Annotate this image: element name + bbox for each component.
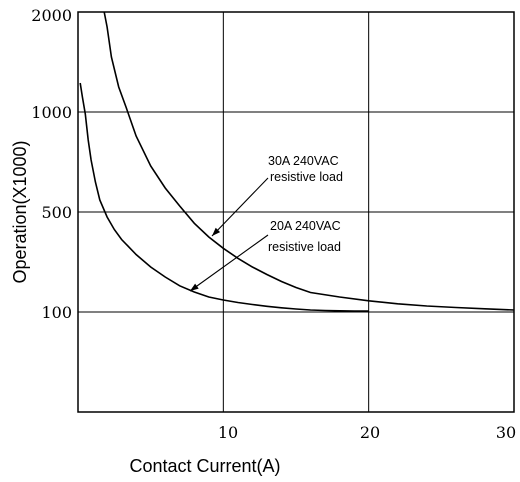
arrow-30a-head (212, 227, 221, 236)
y-tick-label: 500 (41, 203, 72, 222)
x-tick-label: 20 (360, 423, 380, 442)
series-curves (79, 11, 515, 312)
grid-lines (78, 12, 515, 412)
annotation-30a-line1: 30A 240VAC (268, 154, 339, 168)
arrow-20a-head (190, 283, 199, 291)
series-line-20a (79, 82, 369, 312)
arrow-30a (211, 177, 269, 237)
annotation-20a-line1: 20A 240VAC (270, 219, 341, 233)
plot-frame (77, 11, 515, 413)
series-line-30a (103, 11, 515, 311)
x-tick-label: 30 (496, 423, 516, 442)
annotation-arrows (189, 177, 269, 292)
annotation-30a-line2: resistive load (270, 170, 343, 184)
y-axis-label: Operation(X1000) (10, 140, 30, 283)
x-tick-label: 10 (218, 423, 238, 442)
y-tick-label: 2000 (31, 6, 72, 25)
y-tick-label: 1000 (31, 103, 72, 122)
y-tick-label: 100 (41, 303, 72, 322)
x-axis-label: Contact Current(A) (129, 456, 280, 476)
arrow-20a (189, 234, 269, 292)
annotation-20a-line2: resistive load (268, 240, 341, 254)
